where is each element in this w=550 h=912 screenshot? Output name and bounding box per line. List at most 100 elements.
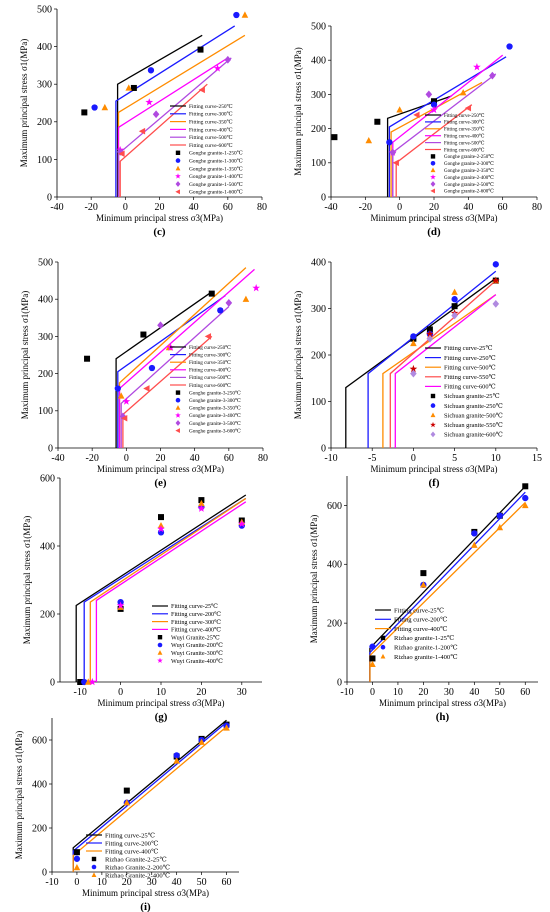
x-tick-label: 50 [197, 877, 207, 888]
legend-label: Fitting curve-500℃ [444, 364, 496, 371]
legend-swatch-marker [175, 397, 181, 403]
fitting-curve [83, 497, 247, 682]
legend-label: Fitting curve-400℃ [189, 127, 233, 133]
legend-label: Gonghe granite-3-400℃ [189, 413, 241, 419]
legend-label: Fitting curve-600℃ [444, 384, 496, 391]
legend-label: Fitting curve-300℃ [171, 619, 221, 626]
data-point [420, 570, 427, 577]
x-axis-title: Minimum principal stress σ3(MPa) [82, 888, 209, 898]
fitting-curve [119, 83, 208, 197]
legend-swatch-marker [91, 856, 97, 862]
legend-swatch-marker [175, 189, 180, 195]
data-point [413, 111, 420, 119]
legend-label: Gonghe granite-2-600℃ [444, 189, 494, 195]
y-tick-label: 300 [311, 90, 326, 101]
legend-swatch-marker [175, 428, 180, 434]
x-axis-title: Minimum principal stress σ3(MPa) [379, 698, 506, 708]
legend-label: Fitting curve-550℃ [444, 374, 496, 381]
x-tick-label: 0 [118, 687, 123, 698]
fitting-curve [117, 294, 226, 448]
legend-label: Fitting curve-500℃ [189, 135, 233, 141]
data-point [426, 334, 434, 343]
x-tick-label: 0 [123, 202, 128, 213]
legend-swatch-marker [175, 173, 181, 179]
x-tick-label: 40 [469, 687, 479, 698]
x-tick-label: 30 [147, 877, 157, 888]
data-point [420, 581, 427, 588]
data-point [365, 136, 373, 144]
data-point [145, 98, 154, 106]
legend-label: Rizhao granite-1-25℃ [394, 635, 454, 642]
y-tick-label: 0 [47, 192, 52, 203]
legend-label: Fitting curve-500℃ [189, 375, 231, 381]
fitting-curve [115, 25, 236, 197]
data-point [125, 84, 133, 91]
data-point [369, 643, 376, 650]
fitting-curve [75, 494, 247, 682]
legend-label: Fitting curve-25℃ [105, 832, 155, 839]
legend-label: Fitting curve-600℃ [189, 143, 233, 149]
fitting-curve [382, 294, 497, 448]
y-axis-title: Maximum principal stress σ1(MPa) [19, 39, 29, 168]
x-tick-label: 10 [393, 687, 403, 698]
panel-label: (g) [155, 711, 168, 723]
x-tick-label: 60 [222, 877, 232, 888]
legend-swatch-marker [380, 635, 386, 641]
fitting-curve [72, 726, 227, 872]
y-tick-label: 400 [38, 295, 53, 306]
x-tick-label: 20 [156, 453, 166, 464]
legend-label: Gonghe granite-1-350℃ [189, 166, 243, 172]
data-point [73, 849, 80, 856]
legend-label: Rizhao Granite-2-400℃ [105, 872, 170, 879]
data-point [522, 494, 529, 502]
legend-label: Fitting curve-300℃ [189, 352, 231, 358]
data-point [451, 303, 458, 310]
legend-swatch-marker [175, 390, 181, 395]
x-tick-label: 15 [532, 453, 542, 464]
data-point [117, 392, 125, 399]
x-tick-label: 40 [190, 453, 200, 464]
legend-label: Fitting curve-600℃ [444, 147, 485, 153]
data-point [410, 339, 417, 347]
y-tick-label: 100 [37, 155, 52, 166]
data-point [152, 110, 160, 119]
data-point [392, 159, 399, 167]
y-tick-label: 500 [311, 21, 326, 32]
x-tick-label: -20 [85, 453, 98, 464]
y-tick-label: 200 [32, 823, 47, 834]
chart-panel: 0 100 200 300 400 -10 -5 0 5 10 15 Minimum principa… [293, 257, 542, 489]
legend-label: Gonghe granite-3-600℃ [189, 428, 241, 434]
legend-swatch-marker [430, 412, 436, 418]
data-point [374, 118, 381, 125]
legend-label: Rizhao granite-1-200℃ [394, 645, 458, 652]
data-point [496, 523, 504, 531]
chart-panel: 0 100 200 300 400 500 -40 -20 0 20 40 60 80 Minimum p… [19, 4, 267, 238]
y-tick-label: 100 [38, 406, 53, 417]
data-point [224, 55, 232, 64]
fitting-curve [95, 501, 247, 682]
y-tick-label: 100 [311, 397, 326, 408]
legend-label: Gonghe granite-3-300℃ [189, 398, 241, 404]
legend-swatch-marker [91, 872, 97, 877]
legend-swatch-marker [157, 642, 163, 648]
x-tick-label: 0 [74, 877, 79, 888]
legend-label: Sichuan granite-550℃ [444, 422, 503, 429]
legend-swatch-marker [157, 650, 163, 655]
fitting-curve [115, 291, 213, 448]
data-point [506, 43, 513, 50]
data-point [396, 106, 403, 113]
data-point [331, 134, 338, 141]
legend-label: Gonghe granite-2-350℃ [444, 168, 494, 174]
data-point [213, 64, 222, 72]
data-point [197, 46, 204, 53]
legend-swatch-marker [175, 412, 181, 418]
x-tick-label: 30 [444, 687, 454, 698]
legend-label: Gonghe granite-2-400℃ [444, 175, 494, 181]
fitting-curve [394, 294, 497, 448]
data-point [426, 326, 433, 333]
y-tick-label: 200 [327, 619, 342, 630]
